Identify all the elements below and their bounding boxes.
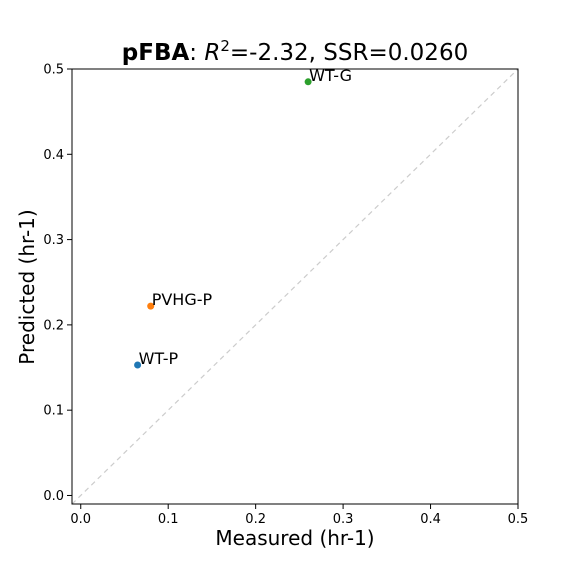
identity-line <box>71 68 519 505</box>
x-tick-label: 0.2 <box>245 512 266 527</box>
data-points: WT-P PVHG-P WT-G <box>134 66 352 369</box>
point-label: PVHG-P <box>152 290 213 309</box>
plot-frame <box>71 68 519 505</box>
chart-title: pFBA: R2=-2.32, SSR=0.0260 <box>122 37 468 66</box>
y-tick-label: 0.2 <box>43 318 64 333</box>
chart-title-rest: =-2.32, SSR=0.0260 <box>230 40 468 66</box>
y-tick-label: 0.3 <box>43 233 64 248</box>
y-tick-label: 0.5 <box>43 63 64 78</box>
y-axis-ticks: 0.0 0.1 0.2 0.3 0.4 0.5 <box>43 63 72 504</box>
chart-title-method: pFBA <box>122 40 190 66</box>
data-point <box>134 361 142 369</box>
plot-area: 0.0 0.1 0.2 0.3 0.4 0.5 0.0 0.1 0.2 0.3 0.4 0.5 WT… <box>43 63 528 528</box>
x-tick-label: 0.4 <box>420 512 441 527</box>
x-axis-title: Measured (hr-1) <box>215 526 374 550</box>
data-point <box>147 302 155 310</box>
point-label: WT-G <box>309 66 352 85</box>
x-axis-ticks: 0.0 0.1 0.2 0.3 0.4 0.5 <box>70 504 528 527</box>
chart-title-colon: : <box>189 40 204 66</box>
y-tick-label: 0.1 <box>43 404 64 419</box>
chart-title-r2-label: R <box>204 40 220 66</box>
x-tick-label: 0.5 <box>508 512 529 527</box>
point-label: WT-P <box>139 349 179 368</box>
y-axis-title: Predicted (hr-1) <box>15 209 39 364</box>
x-tick-label: 0.0 <box>70 512 91 527</box>
chart-title-r2-exponent: 2 <box>220 37 230 55</box>
x-tick-label: 0.3 <box>333 512 354 527</box>
data-point <box>304 78 312 86</box>
x-tick-label: 0.1 <box>158 512 179 527</box>
y-tick-label: 0.0 <box>43 489 64 504</box>
y-tick-label: 0.4 <box>43 148 64 163</box>
